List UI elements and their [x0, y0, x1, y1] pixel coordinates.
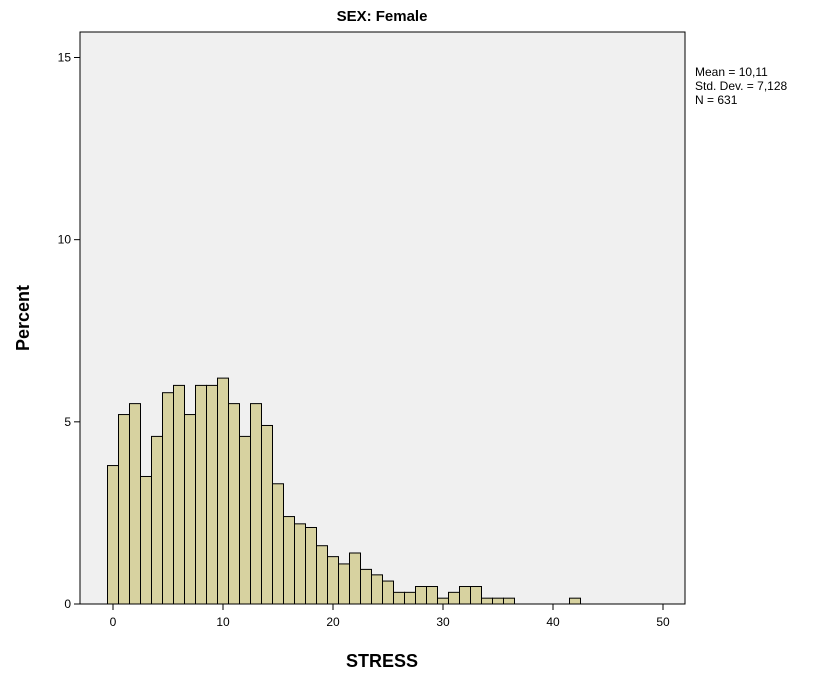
histogram-bar: [140, 475, 152, 605]
x-tick-label: 20: [326, 615, 340, 629]
histogram-bar: [437, 597, 449, 605]
x-tick-label: 50: [656, 615, 670, 629]
histogram-bar: [415, 586, 427, 605]
histogram-bar: [448, 591, 460, 605]
x-axis-label: STRESS: [346, 651, 418, 671]
histogram-bar: [393, 591, 405, 605]
histogram-bar: [470, 586, 482, 605]
y-axis-ticks: 0 5 10 15: [58, 51, 80, 611]
y-tick-label: 15: [58, 51, 72, 65]
histogram-bar: [294, 523, 306, 605]
x-tick-label: 10: [216, 615, 230, 629]
stat-mean: Mean = 10,11: [695, 65, 768, 79]
histogram-bar: [129, 403, 141, 605]
histogram-bar: [459, 586, 471, 605]
histogram-bar: [569, 597, 581, 605]
chart-title: SEX: Female: [337, 8, 428, 25]
histogram-bar: [250, 403, 262, 605]
histogram-bar: [382, 580, 394, 605]
histogram-bar: [404, 591, 416, 605]
histogram-bar: [239, 435, 251, 605]
x-tick-label: 40: [546, 615, 560, 629]
histogram-bar: [338, 563, 350, 605]
histogram-bar: [305, 526, 317, 605]
histogram-bar: [206, 384, 218, 605]
summary-statistics: Mean = 10,11 Std. Dev. = 7,128 N = 631: [695, 65, 787, 107]
y-tick-label: 5: [64, 415, 71, 429]
y-tick-label: 10: [58, 233, 72, 247]
histogram-bar: [107, 465, 119, 605]
histogram-bar: [151, 435, 163, 605]
histogram-bar: [371, 574, 383, 605]
histogram-bar: [118, 414, 130, 605]
histogram-bar: [184, 414, 196, 605]
histogram-bar: [195, 384, 207, 605]
histogram-bar: [173, 384, 185, 605]
histogram-bar: [492, 597, 504, 605]
histogram-bar: [360, 568, 372, 605]
histogram-bar: [217, 377, 229, 605]
bars-group: [107, 377, 581, 605]
stat-std-dev: Std. Dev. = 7,128: [695, 79, 787, 93]
y-axis-label: Percent: [13, 285, 33, 351]
histogram-bar: [316, 545, 328, 605]
stat-n: N = 631: [695, 93, 738, 107]
histogram-bar: [503, 597, 515, 605]
histogram-bar: [481, 597, 493, 605]
histogram-bar: [349, 552, 361, 605]
histogram-bar: [283, 516, 295, 605]
histogram-bar: [327, 556, 339, 605]
histogram-bar: [162, 392, 174, 605]
x-tick-label: 0: [110, 615, 117, 629]
x-tick-label: 30: [436, 615, 450, 629]
x-axis-ticks: 0 10 20 30 40 50: [110, 604, 670, 629]
histogram-bar: [426, 586, 438, 605]
histogram-bar: [272, 483, 284, 605]
y-tick-label: 0: [64, 597, 71, 611]
histogram-bar: [261, 424, 273, 605]
histogram-bar: [228, 403, 240, 605]
